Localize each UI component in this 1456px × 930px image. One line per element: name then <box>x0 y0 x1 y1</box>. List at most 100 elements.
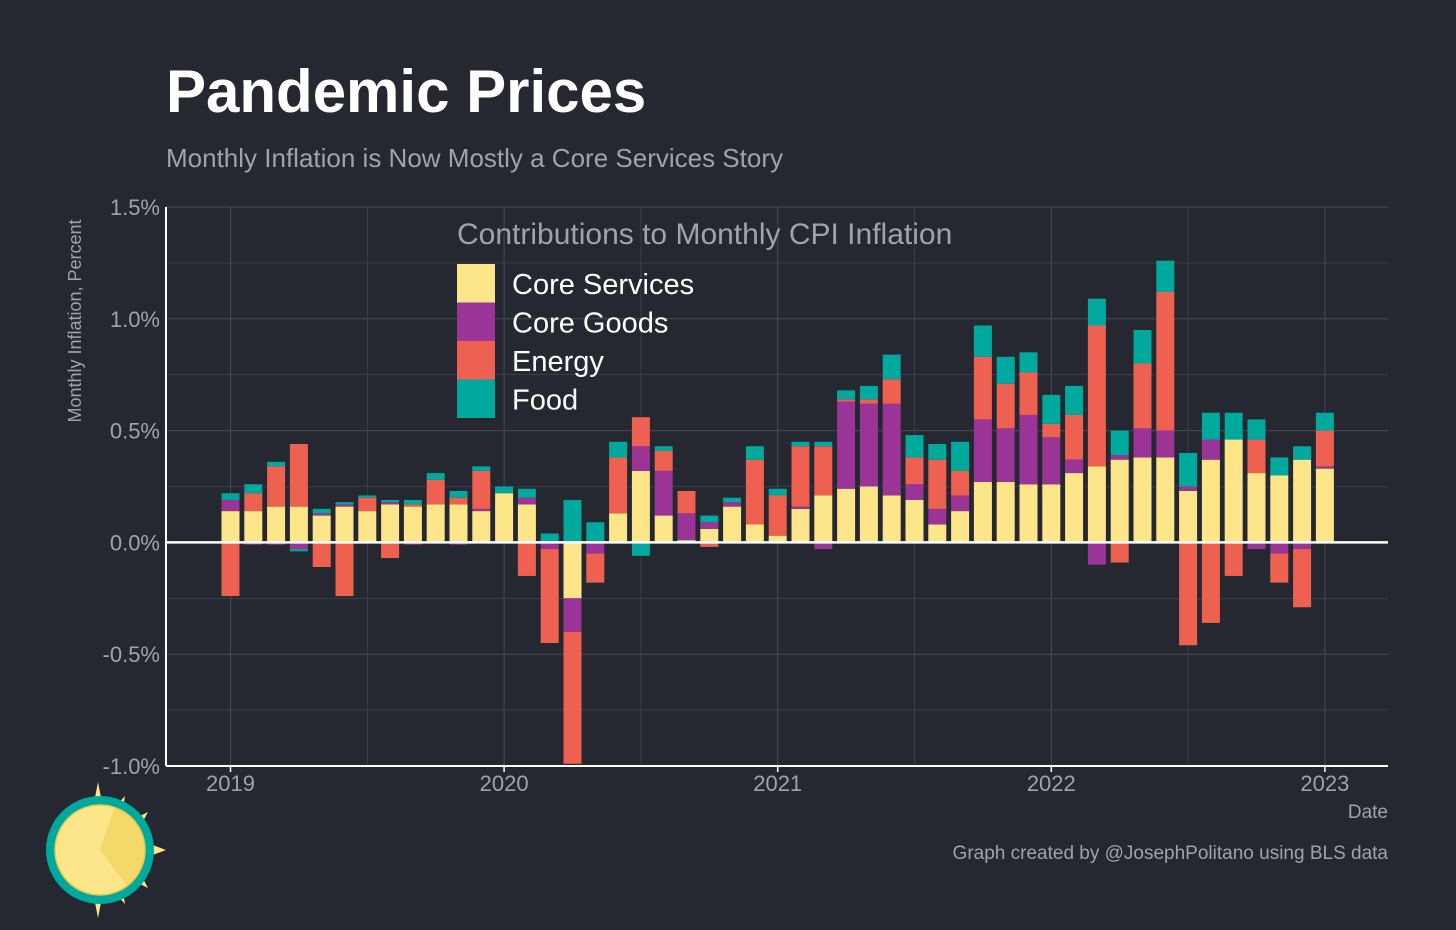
bar-segment-energy <box>563 631 582 764</box>
bar-segment-core-goods <box>837 401 856 489</box>
bar-segment-energy <box>700 542 719 547</box>
bar-segment-core-services <box>221 511 240 543</box>
bar-segment-energy <box>654 450 673 471</box>
bar-segment-food <box>1201 412 1220 440</box>
bar-segment-food <box>495 486 514 494</box>
bar-segment-core-goods <box>563 598 582 632</box>
bar-segment-core-goods <box>973 419 992 483</box>
bar-segment-food <box>1224 412 1243 440</box>
bar-segment-core-services <box>1042 484 1061 543</box>
bar-segment-core-services <box>1110 459 1129 543</box>
bar-segment-food <box>517 488 536 498</box>
bar-segment-core-services <box>996 482 1015 543</box>
bar-segment-food <box>1179 452 1198 487</box>
bar-segment-energy <box>837 399 856 402</box>
y-tick-label: 1.0% <box>110 307 160 332</box>
y-tick-label: -0.5% <box>103 642 160 667</box>
bar-segment-core-services <box>1270 475 1289 543</box>
bar-segment-core-services <box>358 511 377 543</box>
bar-segment-food <box>1110 430 1129 456</box>
bar-segment-food <box>905 435 924 458</box>
bar-segment-core-services <box>381 504 400 543</box>
bar-segment-core-goods <box>1315 466 1334 469</box>
bar-segment-core-goods <box>517 497 536 505</box>
bar-segment-core-services <box>837 488 856 543</box>
bar-segment-food <box>928 444 947 460</box>
bar-segment-food <box>221 493 240 500</box>
bar-segment-core-services <box>449 504 468 543</box>
bar-segment-energy <box>1224 542 1243 576</box>
bar-segment-food <box>882 354 901 380</box>
bar-segment-food <box>996 356 1015 384</box>
bar-segment-core-goods <box>381 502 400 505</box>
bar-segment-energy <box>1065 414 1084 460</box>
bar-segment-food <box>837 390 856 400</box>
bar-segment-core-goods <box>1087 542 1106 565</box>
bar-segment-core-services <box>312 515 331 543</box>
bar-segment-core-goods <box>335 504 354 507</box>
bar-segment-food <box>289 549 308 552</box>
bar-segment-energy <box>882 379 901 404</box>
bar-segment-core-services <box>1293 459 1312 543</box>
bar-segment-core-services <box>1065 473 1084 543</box>
bar-segment-energy <box>1110 542 1129 563</box>
bar-segment-core-services <box>951 511 970 543</box>
bar-segment-core-goods <box>586 542 605 554</box>
bar-segment-core-goods <box>1133 428 1152 458</box>
bar-segment-energy <box>1087 325 1106 467</box>
bar-segment-core-goods <box>791 506 810 509</box>
bar-segment-core-goods <box>1065 459 1084 474</box>
x-tick-label: 2021 <box>753 771 802 796</box>
bar-segment-core-goods <box>221 499 240 512</box>
bar-segment-food <box>745 446 764 460</box>
bar-segment-energy <box>244 493 263 512</box>
bar-segment-food <box>312 508 331 514</box>
bar-segment-core-services <box>1156 457 1175 543</box>
bar-segment-food <box>426 473 445 480</box>
x-tick-label: 2022 <box>1027 771 1076 796</box>
bar-segment-energy <box>1315 430 1334 467</box>
bar-segment-food <box>973 325 992 357</box>
bar-segment-energy <box>540 549 559 644</box>
y-axis-label: Monthly Inflation, Percent <box>65 219 85 422</box>
x-tick-labels: 2019 2020 2021 2022 2023 <box>206 766 1349 796</box>
bar-segment-energy <box>1156 291 1175 431</box>
bar-segment-energy <box>996 383 1015 429</box>
bar-marks <box>221 260 1334 764</box>
bar-segment-food <box>1293 446 1312 460</box>
bar-segment-energy <box>1270 553 1289 583</box>
bar-segment-core-services <box>335 506 354 543</box>
bar-segment-energy <box>1179 542 1198 646</box>
bar-segment-energy <box>745 459 764 525</box>
bar-segment-core-services <box>1019 484 1038 543</box>
bar-segment-energy <box>951 470 970 496</box>
legend-label: Food <box>512 385 578 417</box>
bar-segment-energy <box>517 542 536 576</box>
bar-segment-core-services <box>1087 466 1106 543</box>
bar-segment-core-services <box>1179 490 1198 543</box>
bar-segment-food <box>1156 260 1175 292</box>
bar-segment-core-goods <box>654 470 673 516</box>
bar-segment-energy <box>358 497 377 512</box>
bar-segment-food <box>381 499 400 503</box>
sun-logo-icon <box>46 782 166 918</box>
y-tick-label: 0.0% <box>110 530 160 555</box>
bar-segment-energy <box>814 446 833 496</box>
bar-segment-core-goods <box>631 446 650 471</box>
bar-segment-core-goods <box>1201 439 1220 460</box>
bar-segment-food <box>472 466 491 471</box>
bar-segment-food <box>449 490 468 498</box>
bar-segment-food <box>267 461 286 467</box>
legend-label: Energy <box>512 346 604 378</box>
bar-segment-food <box>540 533 559 543</box>
bar-segment-energy <box>609 457 628 514</box>
bar-segment-core-goods <box>723 502 742 507</box>
y-tick-labels: -1.0% -0.5% 0.0% 0.5% 1.0% 1.5% <box>103 195 160 779</box>
y-tick-label: 0.5% <box>110 419 160 444</box>
bar-segment-energy <box>859 399 878 404</box>
x-tick-label: 2023 <box>1300 771 1349 796</box>
bar-segment-food <box>859 385 878 400</box>
bar-segment-food <box>1133 329 1152 364</box>
bar-segment-energy <box>312 542 331 567</box>
